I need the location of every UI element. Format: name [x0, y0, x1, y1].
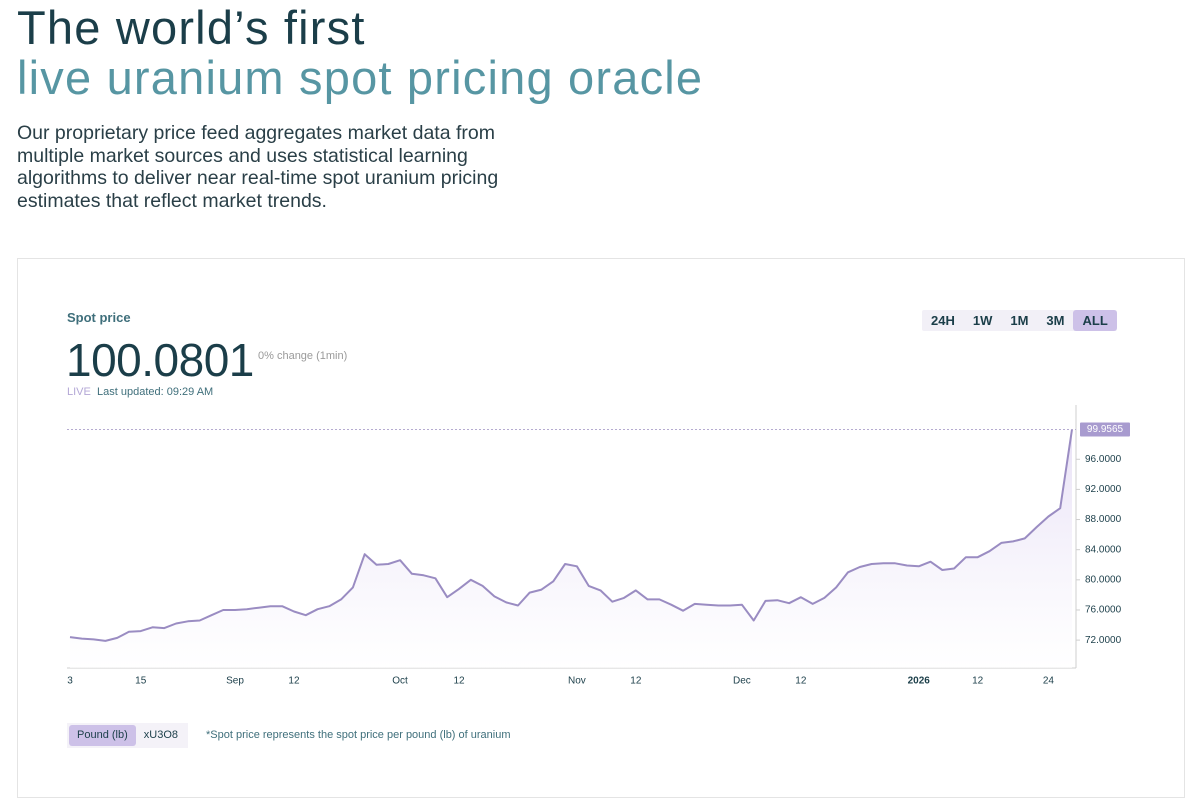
range-button[interactable]: 1W — [972, 313, 993, 328]
x-tick-label: Oct — [392, 676, 408, 687]
range-button[interactable]: 1M — [1010, 313, 1029, 328]
x-tick-label: 24 — [1043, 676, 1055, 687]
last-price-label: 99.9565 — [1087, 424, 1124, 435]
unit-button[interactable]: Pound (lb) — [69, 725, 136, 746]
description-line: estimates that reflect market trends. — [17, 189, 327, 212]
y-tick-label: 84.0000 — [1085, 544, 1122, 555]
range-selector: 24H 1W 1M 3M ALL — [922, 310, 1117, 331]
x-tick-label: Sep — [226, 676, 244, 687]
description-line: multiple market sources and uses statist… — [17, 144, 468, 167]
description-line: algorithms to deliver near real-time spo… — [17, 167, 499, 189]
unit-button[interactable]: xU3O8 — [143, 729, 179, 741]
spot-price: 100.0801 — [66, 334, 254, 386]
y-tick-label: 92.0000 — [1085, 484, 1122, 495]
x-tick-label: 12 — [972, 676, 984, 687]
spot-label: Spot price — [67, 310, 131, 325]
y-tick-label: 72.0000 — [1085, 635, 1122, 646]
description: Our proprietary price feed aggregates ma… — [17, 122, 498, 212]
last-price-badge — [1080, 422, 1130, 437]
description-line: Our proprietary price feed aggregates ma… — [17, 122, 495, 144]
chart-card — [17, 258, 1185, 798]
x-tick-label: 12 — [795, 676, 807, 687]
last-updated: Last updated: 09:29 AM — [97, 386, 214, 398]
x-tick-label: Dec — [733, 676, 751, 687]
price-change: 0% change (1min) — [258, 350, 348, 362]
x-tick-label: 3 — [67, 676, 73, 687]
x-tick-label: 15 — [135, 676, 147, 687]
area — [70, 429, 1072, 668]
range-button[interactable]: 3M — [1046, 313, 1065, 328]
live-badge: LIVE — [67, 386, 91, 398]
unit-selector: Pound (lb) xU3O8 — [67, 723, 189, 748]
x-tick-label: 12 — [453, 676, 465, 687]
x-tick-label: Nov — [568, 676, 586, 687]
y-tick-label: 76.0000 — [1085, 605, 1122, 616]
title-line2: live uranium spot pricing oracle — [17, 51, 704, 104]
title-line1: The world’s first — [17, 1, 366, 54]
x-tick-label: 12 — [630, 676, 642, 687]
x-tick-label: 12 — [288, 676, 300, 687]
range-button[interactable]: ALL — [1073, 310, 1117, 331]
line — [69, 429, 1073, 642]
x-tick-label: 2026 — [908, 676, 931, 687]
y-tick-label: 88.0000 — [1085, 514, 1122, 525]
y-tick-label: 80.0000 — [1085, 574, 1122, 585]
y-tick-label: 96.0000 — [1085, 454, 1122, 465]
range-button[interactable]: 24H — [931, 313, 955, 328]
footnote: *Spot price represents the spot price pe… — [206, 729, 511, 741]
